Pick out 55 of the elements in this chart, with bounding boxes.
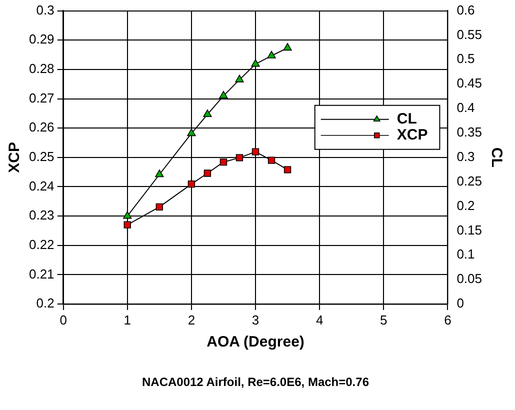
text: NACA0012 Airfoil, Re=6.0E6, Mach=0.76 [142,375,370,390]
point [235,74,244,82]
point [123,211,132,219]
point [284,166,292,174]
y2-tick-label: 0.5 [456,51,475,66]
x-tick-label: 1 [124,312,131,328]
point [220,158,228,166]
point [283,43,292,51]
y2-tick-label: 0.05 [456,271,482,286]
y-tick-label: 0.22 [28,236,54,252]
y2-tick-label: 0.45 [456,76,482,91]
legend-label: CL [396,110,417,128]
legend-label: XCP [396,126,428,144]
y2-tick-label: 0.4 [456,100,475,116]
y2-tick-label: 0.35 [456,124,482,140]
x-axis-title: AOA (Degree) [206,334,304,351]
y2-tick-label: 0.55 [456,26,482,42]
x-tick-label: 3 [252,312,260,328]
y2-axis-title: CL [488,147,505,168]
point [251,59,260,67]
x-tick-label: 0 [60,312,67,328]
x-tick-label: 4 [316,312,324,328]
y2-tick-label: 0.3 [456,148,475,164]
point [268,156,276,164]
y-tick-label: 0.29 [28,32,54,47]
point [204,170,212,177]
point [156,203,163,211]
y-tick-label: 0.25 [28,148,54,164]
point [187,128,196,136]
point [203,110,212,118]
y-tick-label: 0.3 [36,2,54,18]
y2-tick-label: 0.1 [456,246,475,262]
y2-tick-label: 0.15 [456,222,482,238]
y-axis-title: XCP [6,142,24,173]
x-tick-label: 2 [188,312,196,328]
y-tick-label: 0.28 [28,61,54,76]
point [267,50,276,58]
point [124,221,131,228]
point [219,90,228,98]
y-tick-label: 0.21 [28,266,54,282]
y2-tick-label: 0.25 [456,173,482,188]
y-tick-label: 0.23 [28,208,54,223]
y2-tick-label: 0.2 [456,198,475,213]
point [188,180,196,188]
y2-tick-label: 0 [456,296,464,311]
point [155,170,164,178]
y-tick-label: 0.27 [28,90,54,106]
y-tick-label: 0.2 [36,296,54,311]
x-tick-label: 6 [444,312,452,328]
point [236,154,244,162]
point [252,148,260,156]
y-tick-label: 0.26 [28,120,54,135]
y-tick-label: 0.24 [28,178,54,194]
y2-tick-label: 0.6 [456,2,475,18]
x-tick-label: 5 [380,312,388,328]
